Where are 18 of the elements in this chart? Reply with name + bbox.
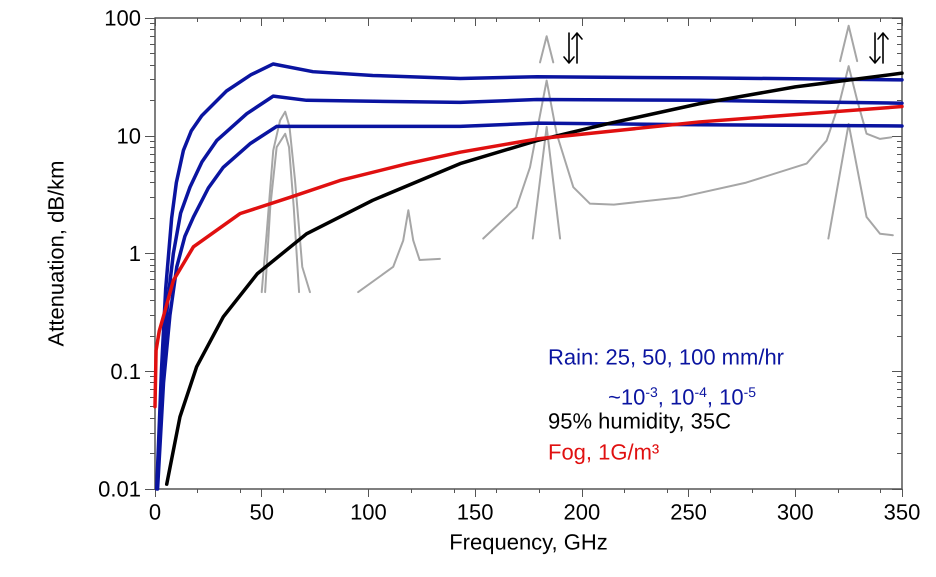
y-tick-label: 0.01	[98, 476, 141, 502]
x-axis-title: Frequency, GHz	[449, 530, 608, 554]
y-tick-label: 0.1	[110, 358, 141, 384]
y-tick-label: 10	[116, 123, 141, 148]
x-tick-label: 250	[670, 500, 707, 524]
x-tick-label: 150	[456, 500, 494, 524]
text: Fog, 1G/m³	[548, 440, 660, 464]
x-tick-label: 100	[350, 500, 387, 524]
x-tick-label: 350	[884, 500, 920, 524]
y-axis-title: Attenuation, dB/km	[44, 160, 68, 346]
x-tick-label: 0	[148, 500, 162, 524]
y-tick-label: 100	[104, 6, 141, 30]
x-tick-label: 200	[564, 500, 600, 524]
y-tick-label: 1	[128, 241, 141, 266]
text: 95% humidity, 35C	[548, 408, 732, 434]
text: Rain: 25, 50, 100 mm/hr	[548, 344, 784, 370]
x-tick-label: 300	[776, 500, 814, 524]
x-tick-label: 50	[249, 500, 274, 524]
